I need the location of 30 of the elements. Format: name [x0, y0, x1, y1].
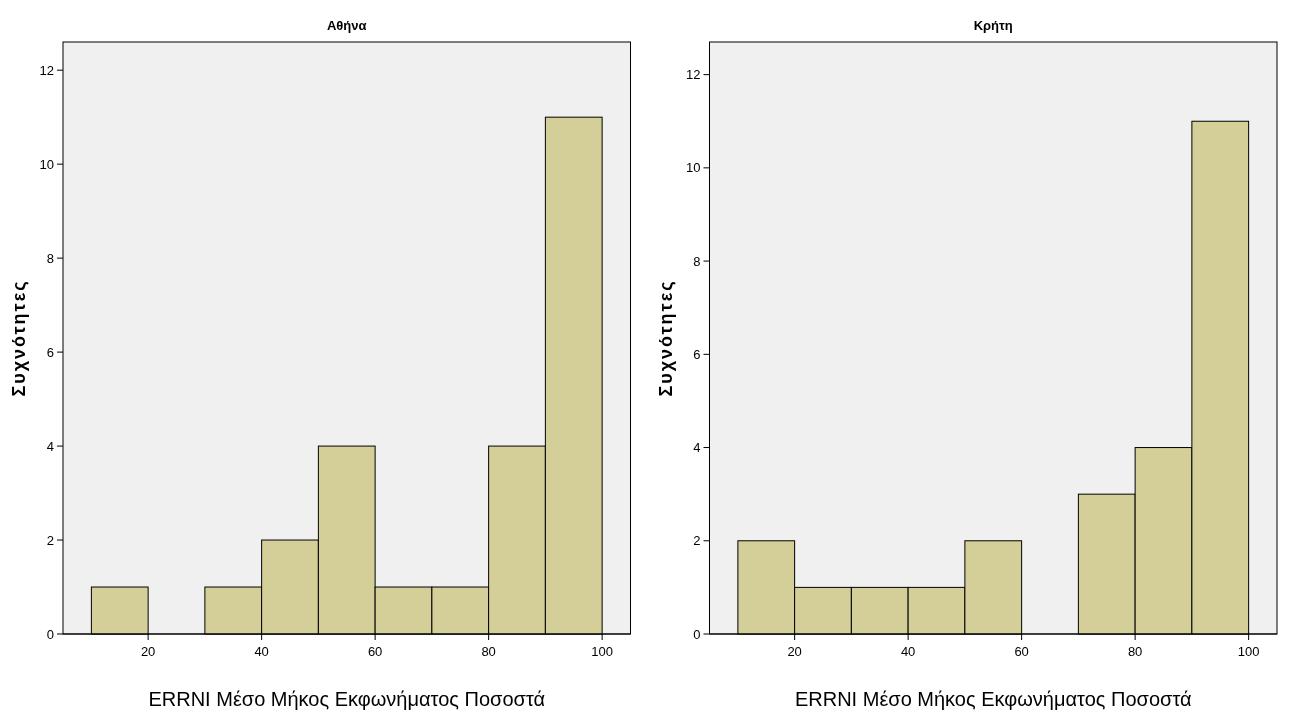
y-tick-label: 2 — [693, 533, 701, 549]
x-tick-label: 60 — [1014, 644, 1029, 659]
y-tick-label: 2 — [46, 532, 54, 548]
y-tick-label: 8 — [46, 250, 54, 266]
y-tick-label: 4 — [46, 438, 54, 454]
x-tick-label: 100 — [1237, 644, 1260, 659]
x-axis-title: ERRNI Μέσο Μήκος Εκφωνήματος Ποσοστά — [148, 688, 546, 710]
x-tick-label: 40 — [254, 644, 269, 659]
y-tick-label: 0 — [693, 626, 701, 642]
y-axis-title: Συχνότητες — [655, 279, 676, 397]
y-tick-label: 4 — [693, 440, 701, 456]
chart-title: Αθήνα — [326, 18, 367, 33]
y-tick-label: 10 — [686, 160, 701, 176]
y-tick-label: 6 — [693, 346, 701, 362]
x-tick-label: 60 — [367, 644, 383, 659]
y-tick-label: 6 — [46, 344, 54, 360]
chart-title: Κρήτη — [973, 18, 1013, 33]
y-axis-title: Συχνότητες — [9, 279, 29, 397]
x-tick-label: 100 — [591, 644, 613, 659]
y-tick-label: 8 — [693, 253, 701, 269]
y-tick-label: 10 — [39, 156, 54, 172]
x-tick-label: 40 — [900, 644, 916, 659]
x-tick-label: 20 — [140, 644, 156, 659]
x-tick-label: 20 — [787, 644, 802, 659]
x-tick-label: 80 — [1127, 644, 1143, 659]
y-tick-label: 0 — [46, 626, 54, 642]
y-tick-label: 12 — [39, 62, 54, 78]
y-tick-label: 12 — [686, 67, 701, 83]
x-axis-title: ERRNI Μέσο Μήκος Εκφωνήματος Ποσοστά — [794, 688, 1192, 710]
x-tick-label: 80 — [481, 644, 496, 659]
